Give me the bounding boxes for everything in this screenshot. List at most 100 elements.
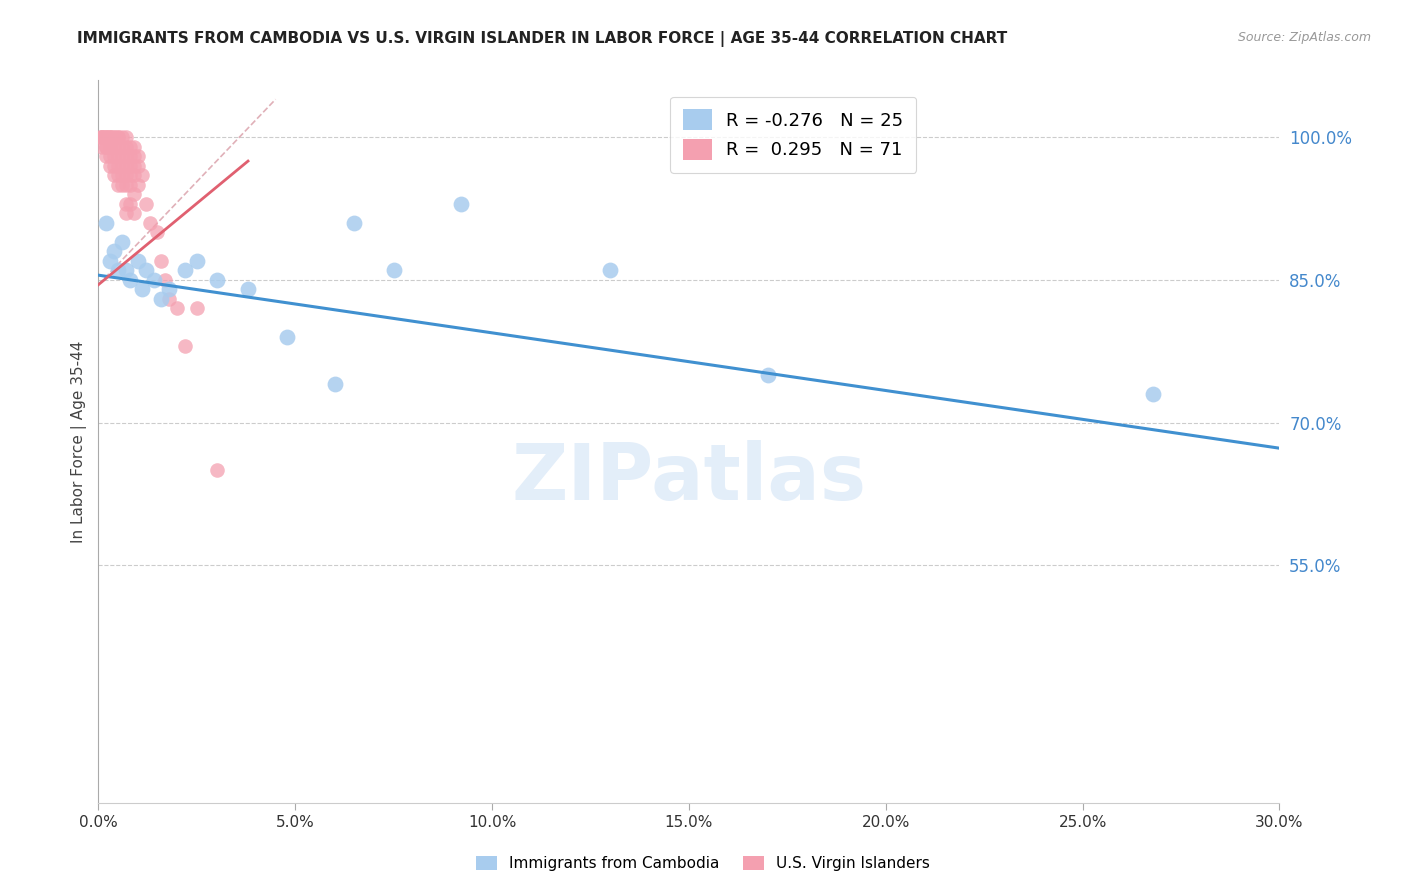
Point (98, 253, 121, 268)
Point (115, 206, 138, 220)
Point (103, 169, 125, 183)
Point (186, 301, 208, 316)
Point (174, 339, 197, 353)
Point (115, 169, 138, 183)
Point (107, 159, 129, 173)
Point (111, 130, 134, 145)
Point (150, 292, 173, 306)
Point (111, 149, 134, 163)
Point (103, 159, 125, 173)
Point (115, 263, 138, 277)
Point (599, 263, 621, 277)
Point (115, 159, 138, 173)
Point (118, 273, 141, 287)
Point (157, 292, 180, 306)
Point (103, 244, 125, 259)
Point (103, 130, 125, 145)
Y-axis label: In Labor Force | Age 35-44: In Labor Force | Age 35-44 (72, 341, 87, 542)
Point (236, 282, 259, 296)
Point (135, 197, 157, 211)
Point (150, 253, 173, 268)
Point (103, 149, 125, 163)
Point (142, 273, 165, 287)
Text: ZIPatlas: ZIPatlas (512, 440, 866, 516)
Point (118, 169, 141, 183)
Point (107, 169, 129, 183)
Point (98, 159, 121, 173)
Point (127, 178, 149, 192)
Point (343, 216, 366, 230)
Point (107, 149, 129, 163)
Point (205, 273, 228, 287)
Point (115, 130, 138, 145)
Point (89, 130, 111, 145)
Point (115, 140, 138, 154)
Point (382, 263, 405, 277)
Point (91, 130, 114, 145)
Point (91, 130, 114, 145)
Point (107, 130, 129, 145)
Point (756, 368, 779, 382)
Point (122, 149, 145, 163)
Point (450, 197, 472, 211)
Point (107, 130, 129, 145)
Point (131, 282, 153, 296)
Point (131, 169, 153, 183)
Point (118, 159, 141, 173)
Point (157, 282, 180, 296)
Point (111, 169, 134, 183)
Point (118, 197, 141, 211)
Point (186, 253, 208, 268)
Point (98, 130, 121, 145)
Point (107, 178, 129, 192)
Point (98, 149, 121, 163)
Point (138, 216, 160, 230)
Point (118, 140, 141, 154)
Point (98, 130, 121, 145)
Point (122, 206, 145, 220)
Point (118, 178, 141, 192)
Point (115, 149, 138, 163)
Point (118, 149, 141, 163)
Point (146, 226, 169, 240)
Point (122, 169, 145, 183)
Point (91, 140, 114, 154)
Point (96, 140, 118, 154)
Point (111, 159, 134, 173)
Point (103, 140, 125, 154)
Point (96, 149, 118, 163)
Point (127, 159, 149, 173)
Point (96, 130, 118, 145)
Point (127, 253, 149, 268)
Point (98, 140, 121, 154)
Point (115, 178, 138, 192)
Point (98, 140, 121, 154)
Text: Source: ZipAtlas.com: Source: ZipAtlas.com (1237, 31, 1371, 45)
Point (96, 140, 118, 154)
Point (96, 130, 118, 145)
Point (276, 330, 298, 344)
Point (166, 301, 188, 316)
Point (111, 235, 134, 249)
Legend: R = -0.276   N = 25, R =  0.295   N = 71: R = -0.276 N = 25, R = 0.295 N = 71 (671, 96, 917, 172)
Point (111, 178, 134, 192)
Point (127, 149, 149, 163)
Point (96, 130, 118, 145)
Text: IMMIGRANTS FROM CAMBODIA VS U.S. VIRGIN ISLANDER IN LABOR FORCE | AGE 35-44 CORR: IMMIGRANTS FROM CAMBODIA VS U.S. VIRGIN … (77, 31, 1008, 47)
Legend: Immigrants from Cambodia, U.S. Virgin Islanders: Immigrants from Cambodia, U.S. Virgin Is… (470, 849, 936, 877)
Point (155, 273, 177, 287)
Point (107, 263, 129, 277)
Point (103, 130, 125, 145)
Point (98, 130, 121, 145)
Point (205, 463, 228, 477)
Point (107, 140, 129, 154)
Point (122, 187, 145, 202)
Point (115, 197, 138, 211)
Point (96, 216, 118, 230)
Point (122, 140, 145, 154)
Point (1142, 387, 1164, 401)
Point (323, 377, 346, 392)
Point (122, 159, 145, 173)
Point (135, 263, 157, 277)
Point (111, 140, 134, 154)
